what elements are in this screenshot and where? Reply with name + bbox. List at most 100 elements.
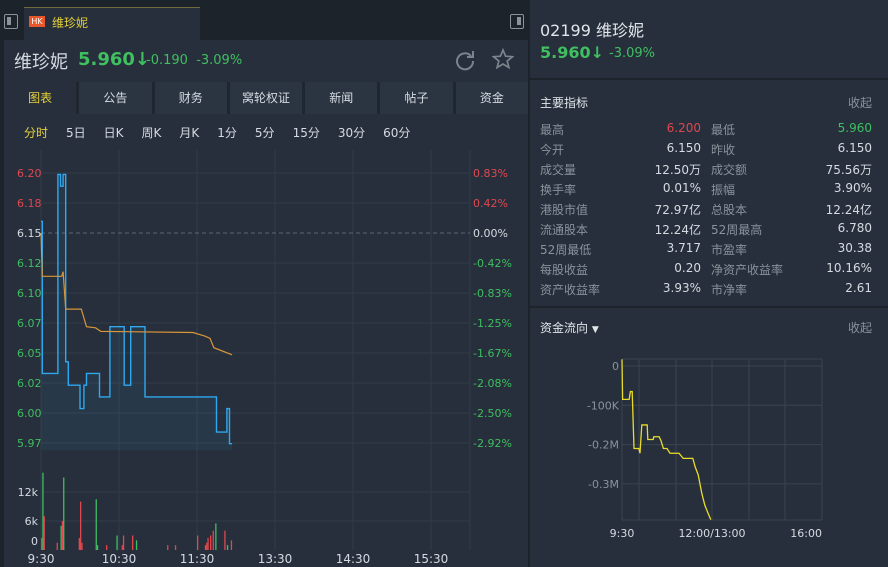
price-line [41, 173, 233, 445]
period-7[interactable]: 15分 [292, 126, 320, 140]
indicators-collapse-button[interactable]: 收起 [847, 96, 872, 110]
x-tick-label: 9:30 [28, 552, 55, 566]
indicator-row: 流通股本 12.24亿 52周最高 6.780 [540, 221, 872, 241]
period-5[interactable]: 1分 [217, 126, 237, 140]
volume-tick-label: 0 [31, 535, 38, 548]
tab-5[interactable]: 帖子 [380, 82, 453, 114]
indicator-row: 港股市值 72.97亿 总股本 12.24亿 [540, 201, 872, 221]
y-pct-tick-label: -2.50% [473, 407, 512, 420]
volume-bar [121, 545, 123, 550]
y-tick-label: 6.12 [17, 257, 42, 270]
y-tick-label: 0 [612, 360, 619, 373]
indicator-value: 0.01% [662, 181, 701, 195]
y-tick-label: -0.2M [588, 439, 619, 452]
quote-title: 02199 维珍妮 [540, 21, 644, 40]
y-pct-tick-label: 0.42% [473, 197, 508, 210]
tab-1[interactable]: 公告 [79, 82, 152, 114]
indicator-value: 3.90% [833, 181, 872, 195]
indicator-label: 市净率 [711, 283, 748, 297]
caret-down-icon: ▼ [591, 325, 599, 335]
volume-bar [81, 542, 83, 550]
volume-bar [106, 545, 108, 550]
stock-tab[interactable]: HK 维珍妮 [24, 7, 200, 40]
indicator-value: 10.16% [826, 261, 872, 275]
volume-bar [197, 535, 199, 550]
toggle-left-panel-icon[interactable] [4, 14, 18, 29]
volume-bar [212, 530, 214, 550]
volume-bar [41, 537, 43, 550]
fund-flow-chart: 0 -100K -0.2M -0.3M 9:30 12:00/13:00 16:00 [587, 358, 823, 540]
volume-bar [96, 545, 99, 550]
period-4[interactable]: 月K [179, 126, 200, 140]
x-tick-label: 13:30 [258, 552, 293, 566]
volume-bar [42, 472, 44, 550]
toggle-right-panel-icon[interactable] [510, 14, 524, 29]
indicator-label: 市盈率 [711, 243, 748, 257]
tab-6[interactable]: 资金 [455, 82, 528, 114]
y-pct-tick-label: 0.83% [473, 167, 508, 180]
change-value: -0.190 [146, 53, 188, 68]
price-area [41, 174, 233, 451]
volume-bar [60, 525, 62, 550]
y-pct-tick-label: -1.67% [473, 347, 512, 360]
indicator-value: 12.24亿 [654, 223, 701, 237]
fund-flow-dropdown[interactable]: 资金流向 ▼ [540, 319, 599, 336]
quote-price: 5.960↓ [540, 43, 605, 62]
indicator-value: 6.150 [837, 141, 872, 155]
period-9[interactable]: 60分 [383, 126, 411, 140]
tab-3[interactable]: 窝轮权证 [229, 82, 303, 114]
indicator-value: 12.50万 [654, 163, 701, 177]
star-icon[interactable] [492, 48, 514, 70]
volume-bar [132, 535, 134, 550]
y-pct-tick-label: 0.00% [473, 227, 508, 240]
indicator-value: 6.200 [666, 121, 701, 135]
period-8[interactable]: 30分 [337, 126, 366, 140]
indicator-label: 总股本 [711, 203, 748, 217]
volume-bar [230, 540, 233, 550]
indicator-row: 成交量 12.50万 成交额 75.56万 [540, 161, 872, 181]
intraday-chart[interactable]: 6.20 0.83% 6.18 0.42% 6.15 0.00% 6.12 -0.42% 6.1… [4, 150, 528, 567]
y-pct-tick-label: -2.08% [473, 377, 512, 390]
tab-2[interactable]: 财务 [154, 82, 227, 114]
volume-bar [174, 545, 177, 550]
y-tick-label: 5.97 [17, 437, 42, 450]
period-1[interactable]: 5日 [66, 126, 86, 140]
y-tick-label: 6.20 [17, 167, 42, 180]
period-2[interactable]: 日K [103, 126, 124, 140]
period-3[interactable]: 周K [141, 126, 162, 140]
tab-4[interactable]: 新闻 [305, 82, 378, 114]
y-pct-tick-label: -0.83% [473, 287, 512, 300]
average-line [40, 232, 233, 356]
indicator-row: 52周最低 3.717 市盈率 30.38 [540, 241, 872, 261]
x-tick-label: 11:30 [180, 552, 215, 566]
indicator-value: 3.93% [662, 281, 701, 295]
indicator-label: 流通股本 [540, 223, 589, 237]
indicator-row: 最高 6.200 最低 5.960 [540, 121, 872, 141]
y-pct-tick-label: -2.92% [473, 437, 512, 450]
volume-bar [56, 542, 58, 550]
period-6[interactable]: 5分 [254, 126, 275, 140]
indicator-row: 每股收益 0.20 净资产收益率 10.16% [540, 261, 872, 281]
indicator-label: 换手率 [540, 183, 577, 197]
refresh-icon[interactable] [454, 49, 476, 71]
volume-bar [116, 535, 118, 550]
period-0[interactable]: 分时 [24, 126, 49, 140]
y-tick-label: -100K [587, 399, 620, 412]
indicators-title: 主要指标 [540, 96, 589, 110]
fund-flow-collapse-button[interactable]: 收起 [847, 321, 872, 335]
indicator-label: 最高 [540, 123, 565, 137]
quote-panel: 02199 维珍妮 5.960↓ -3.09% 主要指标 收起 最高 6.200 最… [530, 0, 888, 567]
main-tabs: 图表 公告 财务 窝轮权证 新闻 帖子 资金 [4, 82, 528, 114]
period-selector: 分时 5日 日K 周K 月K 1分 5分 15分 30分 60分 [24, 124, 428, 141]
chart-panel [4, 40, 528, 567]
tab-0[interactable]: 图表 [4, 82, 77, 114]
stock-price: 5.960↓ [78, 49, 151, 70]
x-tick-label: 14:30 [336, 552, 371, 566]
volume-bar [204, 545, 207, 550]
volume-bar [210, 535, 212, 550]
divider [530, 78, 888, 80]
volume-bar [122, 535, 125, 550]
indicator-value: 6.150 [666, 141, 701, 155]
divider [530, 306, 888, 308]
indicator-label: 净资产收益率 [711, 263, 784, 277]
